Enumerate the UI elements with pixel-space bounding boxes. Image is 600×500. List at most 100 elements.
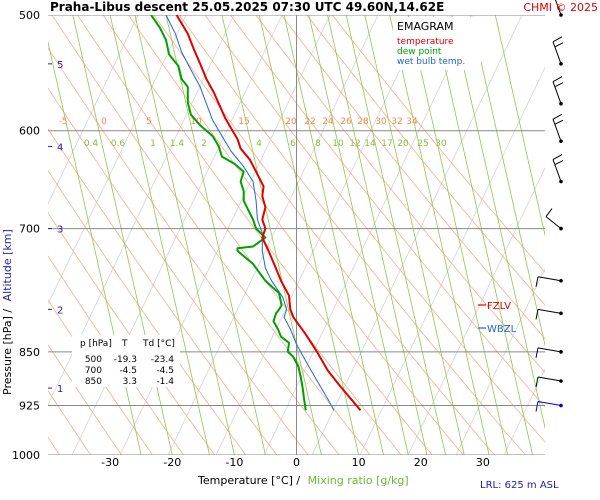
series-temperature-line bbox=[175, 15, 362, 411]
wind-barb-feather bbox=[554, 160, 564, 165]
legend-box bbox=[393, 17, 481, 70]
legend-item-wetbulb: wet bulb temp. bbox=[397, 57, 465, 67]
legend-item-temperature: temperature bbox=[397, 37, 454, 47]
mixing-ratio-line bbox=[72, 15, 173, 455]
legend: EMAGRAM temperature dew point wet bulb t… bbox=[393, 17, 481, 70]
pressure-tick-label: 1000 bbox=[12, 449, 40, 462]
mixing-ratio-line bbox=[389, 15, 490, 455]
dry-adiabat-line bbox=[102, 15, 433, 455]
wind-barb-station bbox=[559, 350, 563, 354]
wind-barb-feather bbox=[535, 401, 539, 412]
table-row-850-p: 850 bbox=[85, 377, 102, 387]
credit-text: CHMI © 2025 bbox=[523, 1, 598, 14]
mixing-ratio-line bbox=[451, 15, 545, 430]
temperature-tick-label: 30 bbox=[476, 456, 490, 469]
wind-barb bbox=[552, 113, 564, 144]
dry-adiabat-label: -5 bbox=[59, 117, 68, 127]
table-row-500-td: -23.4 bbox=[151, 355, 175, 365]
wind-barb-feather bbox=[552, 36, 563, 43]
wind-barb-shaft bbox=[537, 401, 562, 407]
wind-barb-shaft bbox=[552, 159, 562, 182]
wind-barb-shaft bbox=[537, 308, 562, 314]
wind-barb bbox=[535, 308, 563, 320]
mixing-ratio-label: 10 bbox=[332, 139, 344, 149]
table-row-700-p: 700 bbox=[85, 366, 102, 376]
wind-barb-feather bbox=[535, 376, 539, 388]
dry-adiabat-label: 22 bbox=[304, 117, 315, 127]
dry-adiabat-line bbox=[48, 212, 216, 455]
table-row-700-t: -4.5 bbox=[119, 366, 137, 376]
dry-adiabat-line bbox=[48, 299, 154, 455]
lrl-text: LRL: 625 m ASL bbox=[480, 480, 559, 491]
dry-adiabat-label: 32 bbox=[391, 117, 402, 127]
mixing-ratio-line bbox=[308, 15, 409, 455]
mixing-ratio-label: 0.4 bbox=[84, 139, 99, 149]
mixing-ratio-label: 6 bbox=[290, 139, 296, 149]
moist-adiabat-line bbox=[359, 66, 545, 455]
level-markers: FZLV WBZL bbox=[478, 301, 517, 335]
pressure-tick-label: 600 bbox=[19, 125, 40, 138]
wbzl-label: WBZL bbox=[487, 324, 517, 335]
wind-barb-feather bbox=[545, 208, 553, 217]
mixing-ratio-label: 17 bbox=[381, 139, 392, 149]
chart-title: Praha-Libus descent 25.05.2025 07:30 UTC… bbox=[50, 0, 444, 14]
wind-barb-shaft bbox=[555, 0, 562, 16]
moist-adiabat-line bbox=[48, 15, 235, 406]
legend-item-dewpoint: dew point bbox=[397, 47, 442, 57]
wind-barb-feather bbox=[535, 276, 539, 287]
y-axis-label-altitude: Altitude [km] bbox=[1, 229, 14, 301]
table-box bbox=[72, 335, 180, 387]
mixing-ratio-label: 4 bbox=[256, 139, 262, 149]
moist-adiabat-line bbox=[552, 15, 600, 455]
mixing-ratio-line bbox=[327, 15, 428, 455]
mixing-ratio-line bbox=[345, 15, 446, 455]
table-header-td: Td [°C] bbox=[142, 339, 175, 349]
mixing-ratio-label: 20 bbox=[397, 139, 409, 149]
x-axis-label-mixing: Mixing ratio [g/kg] bbox=[308, 474, 409, 487]
wind-barb-feather bbox=[552, 113, 563, 120]
dry-adiabat-line bbox=[178, 15, 526, 455]
x-axis-title: Temperature [°C] / Mixing ratio [g/kg] bbox=[197, 474, 409, 487]
wind-barb bbox=[552, 36, 564, 66]
wind-barb-shaft bbox=[552, 41, 562, 65]
moist-adiabat-line bbox=[407, 167, 545, 455]
legend-heading: EMAGRAM bbox=[397, 20, 454, 33]
mixing-ratio-label: 12 bbox=[349, 139, 360, 149]
table-row-850-t: 3.3 bbox=[123, 377, 137, 387]
wind-barb-feather bbox=[554, 119, 564, 125]
mixing-ratio-line bbox=[364, 15, 465, 455]
altitude-tick-label: 3 bbox=[57, 225, 63, 236]
dry-adiabat-line bbox=[331, 15, 545, 273]
moist-adiabat-line bbox=[119, 15, 331, 455]
dry-adiabat-line bbox=[48, 389, 91, 455]
moist-adiabat-line bbox=[215, 15, 427, 455]
pressure-tick-label: 925 bbox=[19, 400, 40, 413]
mixing-ratio-label: 1.4 bbox=[170, 139, 185, 149]
series-wet-bulb-temp-line bbox=[165, 15, 335, 411]
wind-barb-shaft bbox=[537, 376, 562, 382]
y-axis-label-pressure: Pressure [hPa] / bbox=[1, 309, 14, 395]
temperature-tick-label: -20 bbox=[163, 456, 181, 469]
wind-barb-feather bbox=[535, 309, 539, 320]
dry-adiabat-label: 5 bbox=[146, 117, 152, 127]
fzlv-label: FZLV bbox=[487, 301, 511, 312]
mixing-ratio-label: 25 bbox=[417, 139, 428, 149]
mixing-ratio-line bbox=[494, 15, 545, 237]
dry-adiabat-label: 0 bbox=[101, 117, 107, 127]
wind-barb bbox=[535, 276, 563, 287]
wind-barb-shaft bbox=[537, 347, 562, 353]
dry-adiabat-label: 15 bbox=[238, 117, 249, 127]
altitude-tick-label: 2 bbox=[57, 305, 63, 316]
temperature-tick-label: -30 bbox=[101, 456, 119, 469]
moist-adiabat-line bbox=[263, 15, 475, 455]
wind-barb-shaft bbox=[545, 216, 562, 229]
mixing-ratio-line bbox=[109, 15, 210, 455]
series-dew-point-line bbox=[150, 15, 307, 411]
wind-barb-shaft bbox=[537, 276, 562, 282]
table-row-700-td: -4.5 bbox=[156, 366, 174, 376]
wind-barb bbox=[552, 154, 564, 184]
dry-adiabat-line bbox=[48, 169, 247, 455]
dry-adiabat-line bbox=[255, 15, 545, 374]
wind-barb-feather bbox=[552, 154, 563, 160]
